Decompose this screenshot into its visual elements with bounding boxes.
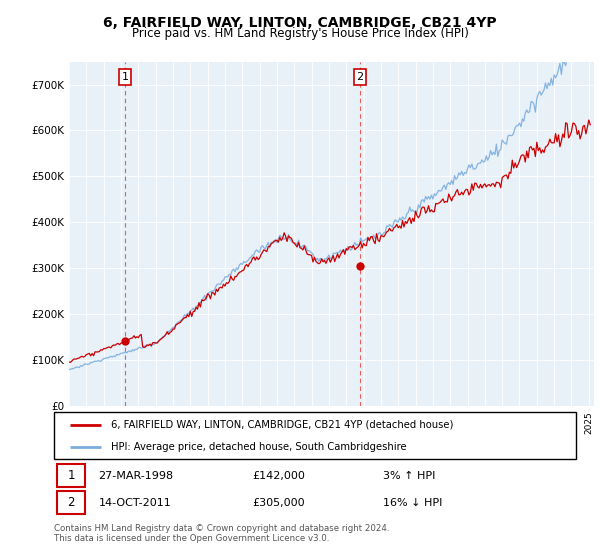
Text: 1: 1 (67, 469, 75, 482)
Text: £142,000: £142,000 (253, 470, 305, 480)
Text: 14-OCT-2011: 14-OCT-2011 (98, 498, 171, 507)
Text: Price paid vs. HM Land Registry's House Price Index (HPI): Price paid vs. HM Land Registry's House … (131, 27, 469, 40)
Text: 16% ↓ HPI: 16% ↓ HPI (383, 498, 442, 507)
Text: HPI: Average price, detached house, South Cambridgeshire: HPI: Average price, detached house, Sout… (112, 442, 407, 452)
Text: 6, FAIRFIELD WAY, LINTON, CAMBRIDGE, CB21 4YP: 6, FAIRFIELD WAY, LINTON, CAMBRIDGE, CB2… (103, 16, 497, 30)
Text: 1: 1 (121, 72, 128, 82)
Text: 6, FAIRFIELD WAY, LINTON, CAMBRIDGE, CB21 4YP (detached house): 6, FAIRFIELD WAY, LINTON, CAMBRIDGE, CB2… (112, 420, 454, 430)
Bar (56, 464, 85, 487)
Text: 2: 2 (67, 496, 75, 509)
Bar (56, 492, 85, 514)
Text: 27-MAR-1998: 27-MAR-1998 (98, 470, 173, 480)
Text: Contains HM Land Registry data © Crown copyright and database right 2024.
This d: Contains HM Land Registry data © Crown c… (54, 524, 389, 543)
Text: 2: 2 (356, 72, 364, 82)
Text: £305,000: £305,000 (253, 498, 305, 507)
Text: 3% ↑ HPI: 3% ↑ HPI (383, 470, 435, 480)
